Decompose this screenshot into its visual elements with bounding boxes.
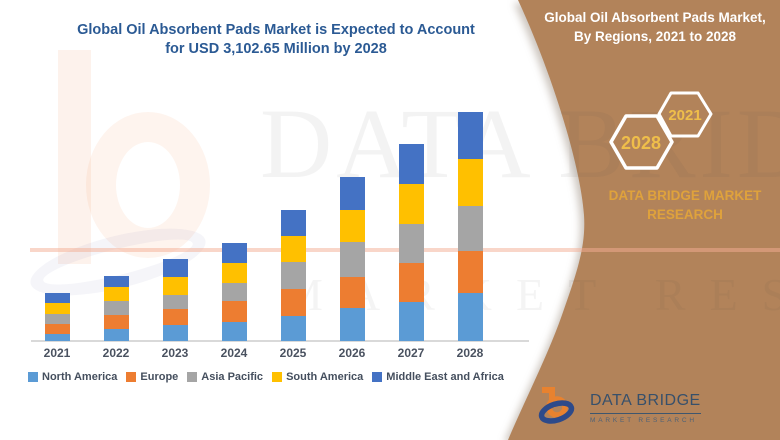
bar-segment-2024-north-america bbox=[221, 322, 247, 341]
bar-segment-2022-north-america bbox=[103, 328, 129, 341]
bar-segment-2022-europe bbox=[103, 314, 129, 329]
bar-segment-2026-middle-east-and-africa bbox=[339, 177, 365, 210]
legend-swatch bbox=[372, 372, 383, 382]
legend-swatch bbox=[126, 372, 137, 382]
bar-segment-2026-south-america bbox=[339, 210, 365, 243]
x-axis-label-2027: 2027 bbox=[397, 346, 425, 360]
legend-item-south-america: South America bbox=[272, 371, 363, 383]
bar-segment-2027-south-america bbox=[398, 184, 424, 225]
bar-segment-2028-europe bbox=[457, 251, 483, 294]
legend-item-middle-east-and-africa: Middle East and Africa bbox=[372, 371, 504, 383]
legend-swatch bbox=[28, 372, 38, 382]
bar-segment-2026-europe bbox=[339, 277, 365, 309]
bar-segment-2021-middle-east-and-africa bbox=[44, 293, 70, 304]
bar-segment-2022-south-america bbox=[103, 286, 129, 301]
bar-segment-2023-north-america bbox=[162, 324, 188, 341]
bar-segment-2026-north-america bbox=[339, 308, 365, 341]
bar-segment-2027-middle-east-and-africa bbox=[398, 144, 424, 185]
chart-title-line1: Global Oil Absorbent Pads Market is Expe… bbox=[77, 22, 475, 38]
chart-legend: North America Europe Asia Pacific South Ame… bbox=[28, 371, 504, 383]
bar-segment-2026-asia-pacific bbox=[339, 242, 365, 278]
bar-segment-2022-asia-pacific bbox=[103, 300, 129, 315]
bar-segment-2027-north-america bbox=[398, 302, 424, 341]
legend-item-asia-pacific: Asia Pacific bbox=[187, 371, 263, 383]
brand-text: DATA BRIDGE MARKET RESEARCH bbox=[590, 186, 780, 224]
legend-swatch bbox=[187, 372, 198, 382]
side-panel-header-line2: By Regions, 2021 to 2028 bbox=[573, 29, 737, 44]
bar-segment-2025-asia-pacific bbox=[280, 261, 306, 289]
bar-segment-2023-asia-pacific bbox=[162, 294, 188, 309]
logo-subtitle: MARKET RESEARCH bbox=[590, 417, 697, 424]
bar-segment-2024-middle-east-and-africa bbox=[221, 243, 247, 263]
bar-segment-2028-asia-pacific bbox=[457, 206, 483, 252]
bar-segment-2024-south-america bbox=[221, 263, 247, 283]
brand-text-line2: RESEARCH bbox=[647, 207, 723, 222]
bar-segment-2028-north-america bbox=[457, 293, 483, 341]
bar-segment-2021-north-america bbox=[44, 334, 70, 341]
bar-segment-2023-europe bbox=[162, 308, 188, 325]
data-bridge-logo: DATA BRIDGE MARKET RESEARCH bbox=[538, 384, 701, 432]
bar-segment-2027-asia-pacific bbox=[398, 224, 424, 264]
bar-segment-2027-europe bbox=[398, 263, 424, 303]
bar-segment-2021-asia-pacific bbox=[44, 314, 70, 325]
bar-segment-2023-middle-east-and-africa bbox=[162, 259, 188, 277]
chart-title-line2: for USD 3,102.65 Million by 2028 bbox=[165, 41, 387, 57]
x-axis-line bbox=[31, 340, 529, 342]
x-axis-label-2026: 2026 bbox=[338, 346, 366, 360]
logo-swoosh bbox=[538, 400, 575, 424]
bar-segment-2021-south-america bbox=[44, 303, 70, 315]
x-axis-label-2024: 2024 bbox=[220, 346, 248, 360]
x-axis-label-2028: 2028 bbox=[456, 346, 484, 360]
legend-swatch bbox=[272, 372, 283, 382]
chart-title: Global Oil Absorbent Pads Market is Expe… bbox=[36, 21, 516, 59]
bar-segment-2028-middle-east-and-africa bbox=[457, 112, 483, 159]
x-axis-label-2025: 2025 bbox=[279, 346, 307, 360]
bar-segment-2028-south-america bbox=[457, 159, 483, 207]
bar-segment-2025-north-america bbox=[280, 315, 306, 341]
bar-segment-2025-europe bbox=[280, 288, 306, 316]
legend-label: North America bbox=[42, 371, 118, 383]
bar-segment-2025-south-america bbox=[280, 235, 306, 262]
side-panel-header-line1: Global Oil Absorbent Pads Market, bbox=[544, 10, 766, 25]
bar-segment-2024-europe bbox=[221, 301, 247, 323]
bar-segment-2023-south-america bbox=[162, 276, 188, 295]
brand-text-line1: DATA BRIDGE MARKET bbox=[608, 188, 762, 203]
legend-item-north-america: North America bbox=[28, 371, 117, 383]
logo-text-block: DATA BRIDGE MARKET RESEARCH bbox=[590, 392, 701, 424]
x-axis-label-2023: 2023 bbox=[161, 346, 189, 360]
logo-name: DATA BRIDGE bbox=[590, 392, 701, 414]
bar-segment-2024-asia-pacific bbox=[221, 283, 247, 301]
legend-label: Europe bbox=[140, 371, 179, 383]
bar-segment-2025-middle-east-and-africa bbox=[280, 210, 306, 236]
x-axis-label-2021: 2021 bbox=[43, 346, 71, 360]
legend-label: Middle East and Africa bbox=[386, 371, 504, 383]
legend-label: Asia Pacific bbox=[201, 371, 264, 383]
legend-label: South America bbox=[286, 371, 364, 383]
bar-segment-2021-europe bbox=[44, 324, 70, 334]
data-bridge-logo-icon bbox=[538, 387, 575, 424]
side-panel-header: Global Oil Absorbent Pads Market, By Reg… bbox=[530, 8, 780, 46]
legend-item-europe: Europe bbox=[126, 371, 178, 383]
x-axis-label-2022: 2022 bbox=[102, 346, 130, 360]
bar-segment-2022-middle-east-and-africa bbox=[103, 275, 129, 287]
